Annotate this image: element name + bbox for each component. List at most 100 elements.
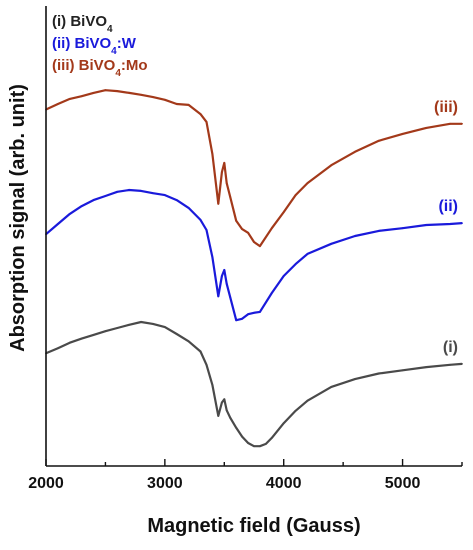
data-point <box>270 227 273 230</box>
data-point <box>205 121 208 123</box>
data-point <box>461 122 463 125</box>
data-point <box>164 194 166 197</box>
data-point <box>235 426 238 429</box>
data-point <box>401 369 404 372</box>
data-point <box>330 386 333 388</box>
data-point <box>68 341 71 344</box>
x-tick-label: 5000 <box>385 475 421 492</box>
data-point <box>294 409 297 412</box>
data-point <box>116 190 119 193</box>
data-point <box>461 222 463 225</box>
data-point <box>152 192 154 195</box>
data-point <box>217 415 220 417</box>
data-point <box>253 445 255 448</box>
data-point <box>259 445 261 448</box>
data-point <box>306 182 309 185</box>
data-point <box>221 275 223 277</box>
data-point <box>229 296 232 299</box>
data-point <box>282 275 285 277</box>
data-point <box>282 211 285 214</box>
data-point <box>211 153 214 156</box>
data-point <box>199 350 202 353</box>
x-tick-label: 4000 <box>266 475 302 492</box>
data-point <box>164 98 166 101</box>
data-point <box>425 366 428 368</box>
data-point <box>205 363 208 366</box>
data-point <box>225 282 228 285</box>
data-point <box>241 317 244 320</box>
data-point <box>205 229 208 231</box>
legend: (i) BiVO4(ii) BiVO4:W(iii) BiVO4:Mo <box>52 13 148 79</box>
data-point <box>449 223 451 225</box>
series-line <box>45 188 463 322</box>
data-point <box>425 224 428 226</box>
data-point <box>449 122 451 125</box>
data-point <box>265 443 267 445</box>
legend-entry: (ii) BiVO4:W <box>52 35 137 57</box>
data-point <box>211 384 214 386</box>
data-point <box>330 242 333 245</box>
data-point <box>225 182 228 185</box>
data-point <box>259 245 261 248</box>
data-point <box>104 89 107 92</box>
data-point <box>306 253 309 255</box>
data-point <box>253 311 255 314</box>
data-point <box>377 139 380 142</box>
x-tick-label: 2000 <box>28 475 64 492</box>
data-point <box>80 95 83 98</box>
series-2: (ii) <box>45 188 463 322</box>
series-3: (iii) <box>45 89 463 248</box>
data-point <box>461 363 463 365</box>
data-point <box>223 398 226 401</box>
data-point <box>57 223 59 225</box>
data-point <box>217 295 220 298</box>
series-layer: (i) (ii) (iii) <box>45 89 463 448</box>
data-point <box>247 442 250 444</box>
data-point <box>235 319 238 322</box>
data-point <box>187 207 190 209</box>
data-point <box>187 104 190 106</box>
data-point <box>199 219 202 221</box>
data-point <box>217 202 220 205</box>
data-point <box>354 235 356 237</box>
data-point <box>175 333 178 335</box>
data-point <box>294 194 297 197</box>
data-point <box>68 213 71 215</box>
data-point <box>223 162 226 164</box>
data-point <box>377 372 380 375</box>
data-point <box>164 326 166 328</box>
data-point <box>211 256 214 259</box>
data-point <box>247 313 250 316</box>
data-point <box>425 127 428 129</box>
data-point <box>241 435 244 438</box>
series-1: (i) <box>45 320 463 448</box>
data-point <box>270 292 273 294</box>
data-point <box>175 199 178 202</box>
x-axis-title: Magnetic field (Gauss) <box>147 515 360 537</box>
data-point <box>306 399 309 402</box>
data-point <box>354 378 356 380</box>
data-point <box>225 409 228 412</box>
data-point <box>401 133 404 135</box>
data-point <box>80 337 83 340</box>
data-point <box>235 219 238 222</box>
data-point <box>354 150 356 153</box>
data-point <box>140 190 143 192</box>
data-point <box>104 330 107 333</box>
data-point <box>241 228 244 231</box>
series-end-label: (ii) <box>438 198 458 215</box>
data-point <box>57 103 59 105</box>
data-point <box>152 323 154 325</box>
y-axis-title: Absorption signal (arb. unit) <box>7 84 29 352</box>
data-point <box>92 199 95 202</box>
data-point <box>128 323 131 326</box>
legend-entry: (i) BiVO4 <box>52 13 113 35</box>
data-point <box>221 171 223 174</box>
data-point <box>128 189 131 191</box>
data-point <box>104 195 107 197</box>
data-point <box>282 422 285 425</box>
data-point <box>221 401 223 404</box>
series-end-label: (iii) <box>434 99 458 116</box>
data-point <box>187 340 190 343</box>
data-point <box>253 241 255 243</box>
